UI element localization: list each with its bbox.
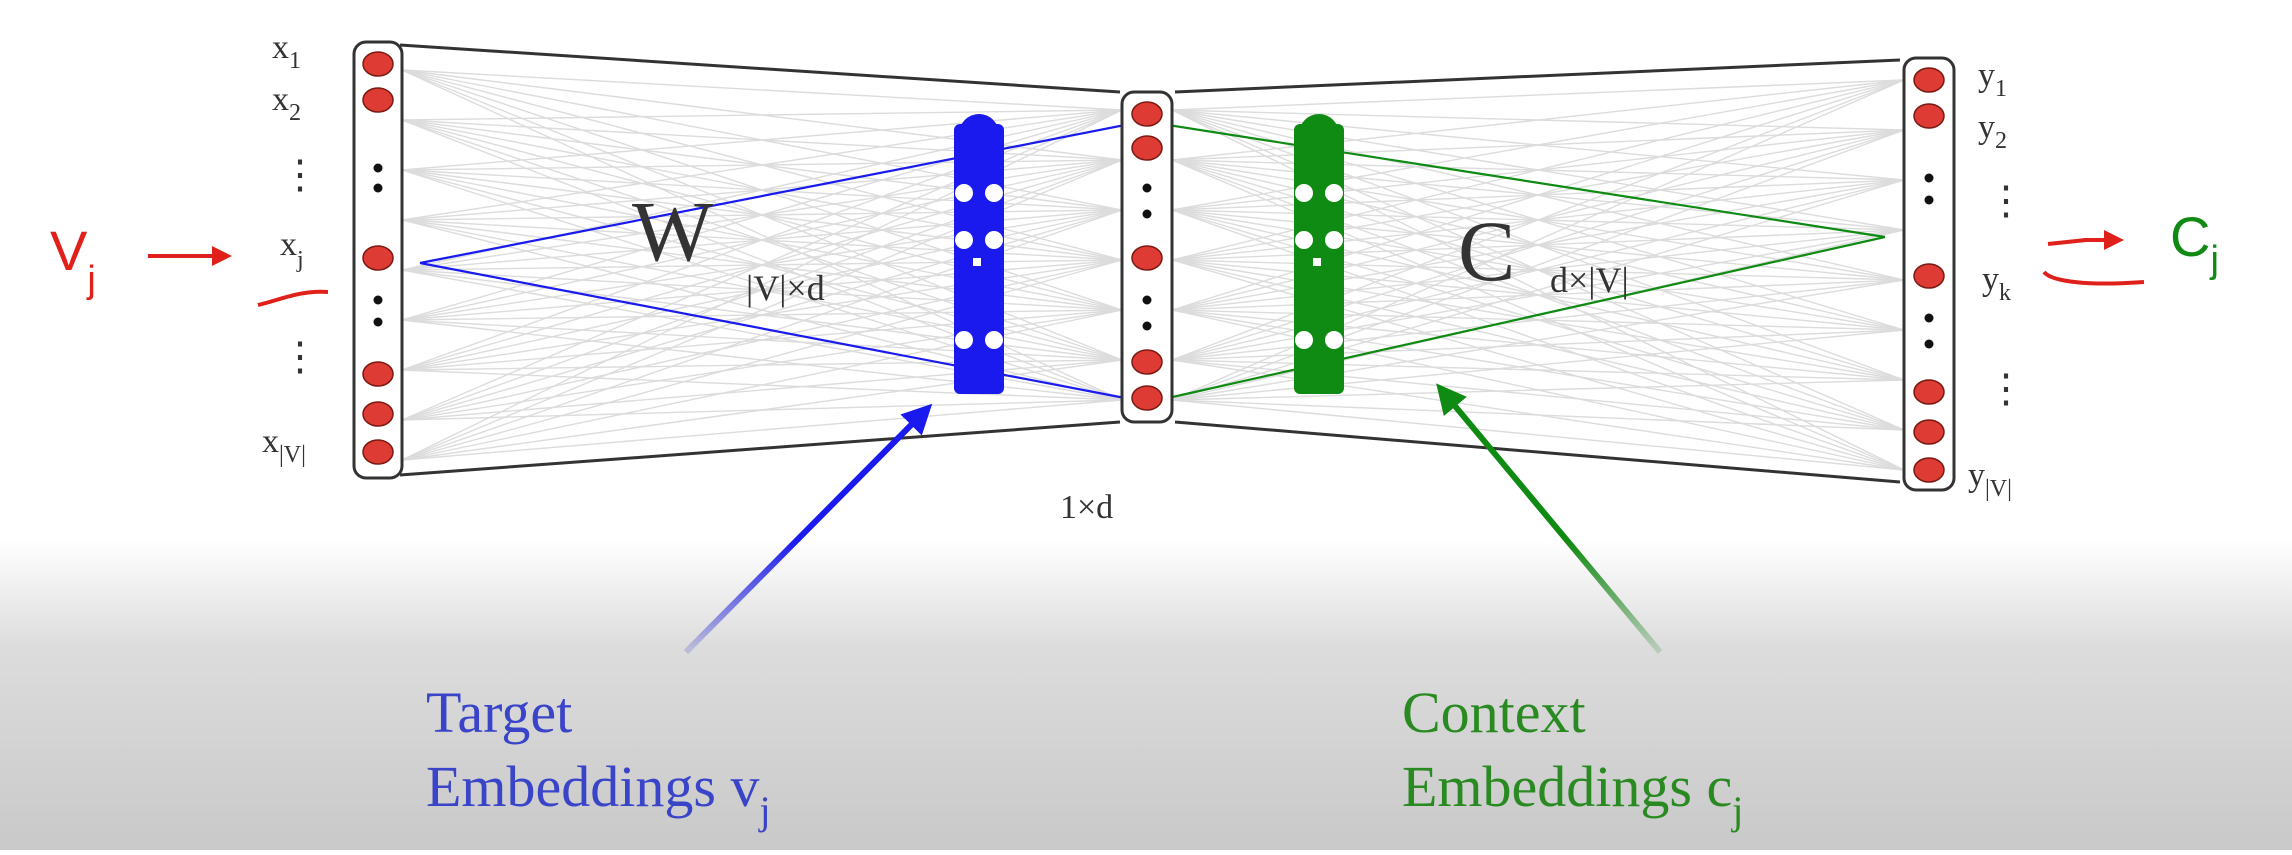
target-caption-line1: Target: [426, 680, 572, 745]
annotation-vj: Vj: [50, 219, 96, 301]
output-ellipsis-dot: [1924, 173, 1934, 183]
label-y1: y1: [1978, 57, 2007, 102]
input-labels: x1 x2 ⋮ xj ⋮ x|V|: [262, 29, 320, 468]
input-node: [362, 245, 394, 271]
output-underline-mark: [2042, 270, 2145, 286]
output-node: [1913, 419, 1945, 445]
hidden-ellipsis-dot: [1142, 295, 1152, 305]
output-ellipsis-dot: [1924, 195, 1934, 205]
mesh-line: [1171, 79, 1905, 111]
output-ellipsis-bottom: ⋮: [1986, 366, 2026, 411]
matrix-w-dims: |V|×d: [746, 268, 825, 308]
context-embedding-projection: [1167, 123, 1886, 400]
hidden-layer-dims: 1×d: [1060, 489, 1113, 526]
matrix-labels: W |V|×d C d×|V| 1×d: [632, 183, 1629, 526]
output-node: [1913, 67, 1945, 93]
network-outline: [399, 43, 1901, 484]
output-node: [1913, 103, 1945, 129]
input-nodes: [362, 51, 394, 465]
label-x1: x1: [272, 29, 301, 74]
mesh-line: [1171, 399, 1905, 471]
hidden-node: [1131, 135, 1163, 161]
hidden-node: [1131, 349, 1163, 375]
mesh-line: [401, 69, 1123, 111]
target-embedding-projection: [419, 123, 1126, 400]
output-ellipsis-dot: [1924, 339, 1934, 349]
label-x2: x2: [272, 81, 301, 126]
output-labels: y1 y2 ⋮ yk ⋮ y|V|: [1968, 57, 2026, 502]
output-arrow-stem: [2047, 238, 2087, 246]
label-yk: yk: [1982, 261, 2011, 306]
label-y2: y2: [1978, 109, 2007, 154]
hidden-node: [1131, 101, 1163, 127]
output-node: [1913, 379, 1945, 405]
annotation-cj: Cj: [2170, 205, 2219, 281]
context-caption-line1: Context: [1402, 680, 1586, 745]
input-node: [362, 361, 394, 387]
label-yv: y|V|: [1968, 457, 2012, 502]
input-ellipsis-dot: [373, 317, 383, 327]
hidden-ellipsis-dot: [1142, 321, 1152, 331]
context-embedding-vector: [1294, 114, 1344, 394]
mesh-line: [401, 399, 1123, 461]
matrix-c-letter: C: [1458, 203, 1515, 299]
matrix-c-dims: d×|V|: [1550, 260, 1629, 300]
input-node: [362, 401, 394, 427]
output-ellipsis-dot: [1924, 313, 1934, 323]
target-caption-line2: Embeddings vj: [426, 754, 771, 833]
target-embedding-vector: [954, 114, 1004, 394]
target-caption: Target Embeddings vj: [426, 680, 771, 833]
label-xv: x|V|: [262, 423, 306, 468]
mesh-line: [1171, 399, 1905, 431]
input-node: [362, 439, 394, 465]
mesh-line: [401, 109, 1123, 121]
input-ellipsis-dot: [373, 295, 383, 305]
mesh-line: [1171, 379, 1905, 401]
output-ellipsis-top: ⋮: [1986, 178, 2026, 223]
mesh-line: [401, 109, 1123, 171]
output-nodes: [1913, 67, 1945, 483]
output-node: [1913, 457, 1945, 483]
input-ellipsis-dot: [373, 163, 383, 173]
input-node: [362, 87, 394, 113]
mesh-line: [1171, 329, 1905, 401]
input-ellipsis-top: ⋮: [280, 152, 320, 197]
hidden-node: [1131, 385, 1163, 411]
input-underline-mark: [257, 289, 329, 307]
hidden-node: [1131, 245, 1163, 271]
input-node: [362, 51, 394, 77]
hidden-nodes: [1131, 101, 1163, 411]
input-ellipsis-bottom: ⋮: [280, 334, 320, 379]
input-ellipsis-dot: [373, 183, 383, 193]
output-node: [1913, 263, 1945, 289]
matrix-w-letter: W: [632, 183, 713, 279]
context-caption-line2: Embeddings cj: [1402, 754, 1743, 833]
label-xj: xj: [280, 226, 304, 273]
hidden-ellipsis-dot: [1142, 183, 1152, 193]
handwritten-annotations: Vj Cj: [50, 205, 2219, 307]
hidden-ellipsis-dot: [1142, 209, 1152, 219]
context-caption: Context Embeddings cj: [1402, 680, 1743, 833]
